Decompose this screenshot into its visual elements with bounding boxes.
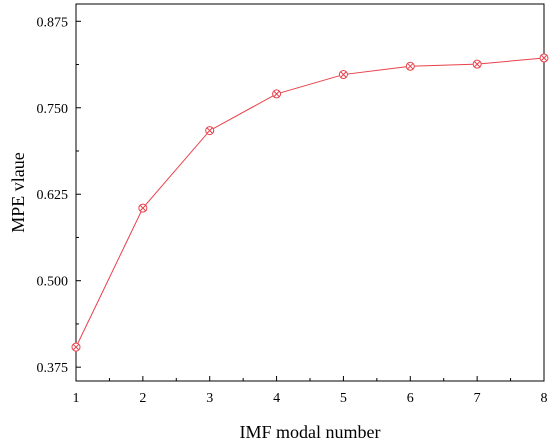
series-layer — [71, 53, 549, 352]
plot-frame — [75, 3, 545, 382]
x-tick-label: 7 — [474, 391, 481, 406]
data-point — [138, 203, 148, 213]
x-tick-label: 5 — [340, 391, 347, 406]
x-tick-label: 3 — [206, 391, 213, 406]
y-axis: 0.375 0.500 0.625 0.750 0.875 — [37, 15, 81, 376]
x-axis: 1 2 3 4 5 6 7 8 — [73, 376, 548, 406]
y-tick-label: 0.625 — [37, 188, 69, 203]
data-point — [71, 342, 81, 352]
series-line — [75, 57, 545, 348]
x-tick-label: 2 — [139, 391, 146, 406]
data-point — [205, 126, 215, 136]
data-point — [472, 59, 482, 69]
x-tick-label: 4 — [273, 391, 280, 406]
y-tick-label: 0.875 — [37, 15, 69, 30]
data-point — [539, 53, 549, 63]
x-axis-title: IMF modal number — [240, 422, 381, 442]
y-tick-label: 0.500 — [37, 275, 69, 290]
y-tick-label: 0.750 — [37, 102, 69, 117]
x-tick-label: 8 — [541, 391, 548, 406]
y-tick-label: 0.375 — [37, 361, 69, 376]
x-tick-label: 6 — [407, 391, 414, 406]
data-point — [338, 70, 348, 80]
x-tick-label: 1 — [73, 391, 80, 406]
plot-area — [75, 3, 545, 382]
y-axis-title: MPE vlaue — [8, 152, 28, 233]
data-point — [405, 61, 415, 71]
data-point — [272, 89, 282, 99]
